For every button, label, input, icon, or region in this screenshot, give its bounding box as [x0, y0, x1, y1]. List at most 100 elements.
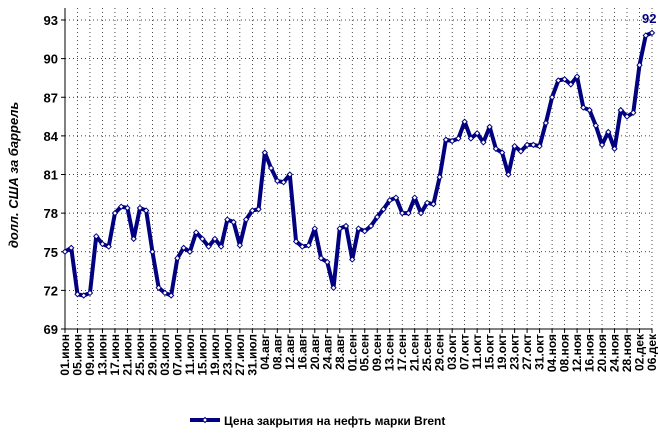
point-marker — [523, 141, 531, 149]
x-tick-label: 13.июн — [95, 334, 109, 376]
point-marker — [542, 119, 550, 127]
point-marker — [155, 284, 162, 292]
point-marker — [411, 194, 418, 201]
point-marker — [111, 209, 119, 217]
point-marker — [267, 164, 275, 172]
x-tick-label: 03.окт — [445, 334, 459, 370]
point-marker — [399, 209, 406, 217]
x-tick-label: 01.сен — [345, 334, 359, 371]
point-marker — [224, 216, 231, 223]
x-tick-label: 19.окт — [495, 334, 509, 370]
point-marker — [473, 130, 481, 137]
point-marker — [136, 204, 144, 212]
point-marker — [336, 225, 343, 232]
x-tick-label: 21.июн — [120, 334, 134, 376]
point-marker — [355, 225, 362, 232]
point-marker — [423, 199, 431, 207]
point-marker — [299, 243, 306, 250]
point-marker — [417, 209, 425, 217]
point-marker — [274, 177, 281, 185]
y-tick-label: 90 — [44, 52, 58, 67]
point-marker — [292, 238, 300, 245]
point-marker — [367, 222, 375, 230]
point-marker — [561, 76, 568, 83]
x-tick-label: 17.июн — [108, 334, 122, 376]
x-tick-label: 24.авг — [320, 334, 334, 370]
x-tick-label: 09.июн — [83, 334, 97, 376]
x-tick-label: 28.авг — [333, 334, 347, 370]
point-marker — [361, 227, 368, 235]
x-tick-label: 23.окт — [508, 334, 522, 370]
point-marker — [286, 171, 294, 178]
point-marker — [380, 206, 387, 213]
x-tick-label: 05.июн — [70, 334, 84, 376]
x-tick-label: 23.июл — [220, 334, 234, 376]
x-tick-label: 24.ноя — [608, 334, 622, 372]
point-marker — [117, 203, 125, 210]
x-tick-label: 15.июл — [195, 334, 209, 376]
x-tick-label: 29.сен — [433, 334, 447, 371]
point-marker — [617, 106, 624, 114]
point-marker — [586, 106, 593, 114]
point-marker — [436, 173, 443, 181]
x-tick-label: 11.июл — [183, 334, 197, 375]
y-tick-label: 84 — [44, 129, 59, 144]
point-marker — [342, 222, 350, 230]
point-marker — [205, 243, 212, 250]
point-marker — [455, 135, 462, 142]
point-marker — [242, 216, 250, 223]
point-marker — [405, 209, 412, 217]
point-marker — [480, 139, 487, 146]
x-tick-label: 17.сен — [395, 334, 409, 371]
point-marker — [180, 244, 187, 252]
point-marker — [142, 207, 150, 214]
x-tick-label: 09.сен — [370, 334, 384, 371]
point-marker — [311, 225, 318, 232]
point-marker — [217, 243, 225, 250]
x-tick-label: 03.июл — [158, 334, 172, 376]
point-marker — [580, 104, 587, 111]
x-tick-label: 27.окт — [520, 334, 534, 370]
point-marker — [636, 61, 643, 69]
x-tick-label: 02.дек — [633, 333, 647, 371]
legend-marker — [201, 416, 209, 424]
point-marker — [80, 292, 87, 299]
x-tick-label: 15.окт — [483, 334, 497, 370]
point-marker — [105, 243, 112, 250]
y-axis-label: долл. США за баррель — [6, 102, 21, 248]
x-tick-label: 31.июл — [245, 334, 259, 376]
x-tick-label: 11.окт — [470, 334, 484, 369]
point-marker — [167, 292, 175, 299]
point-marker — [330, 284, 337, 292]
point-marker — [442, 136, 450, 143]
point-marker — [249, 207, 256, 214]
point-marker — [598, 141, 606, 149]
point-marker — [536, 142, 543, 150]
x-tick-label: 19.июл — [208, 334, 222, 376]
x-tick-label: 20.ноя — [595, 334, 609, 372]
point-marker — [605, 128, 612, 136]
point-marker — [186, 248, 194, 255]
series-line — [63, 31, 653, 298]
point-marker — [530, 141, 537, 149]
point-marker — [623, 113, 631, 120]
y-tick-label: 72 — [44, 283, 58, 298]
y-tick-label: 93 — [44, 13, 58, 28]
x-tick-label: 07.июл — [170, 334, 184, 376]
point-marker — [448, 137, 456, 145]
point-marker — [261, 149, 269, 156]
point-marker — [461, 118, 468, 125]
point-marker — [349, 256, 356, 263]
x-tick-label: 12.авг — [283, 334, 297, 370]
x-tick-label: 21.сен — [408, 334, 422, 371]
y-tick-label: 78 — [44, 206, 58, 221]
data-label: 92 — [642, 11, 656, 26]
x-tick-label: 13.сен — [383, 334, 397, 371]
point-marker — [99, 240, 106, 248]
point-marker — [280, 179, 287, 186]
y-tick-label: 69 — [44, 322, 58, 337]
x-tick-label: 06.дек — [645, 333, 658, 371]
point-marker — [505, 171, 512, 178]
point-marker — [548, 94, 556, 101]
point-marker — [486, 123, 493, 131]
